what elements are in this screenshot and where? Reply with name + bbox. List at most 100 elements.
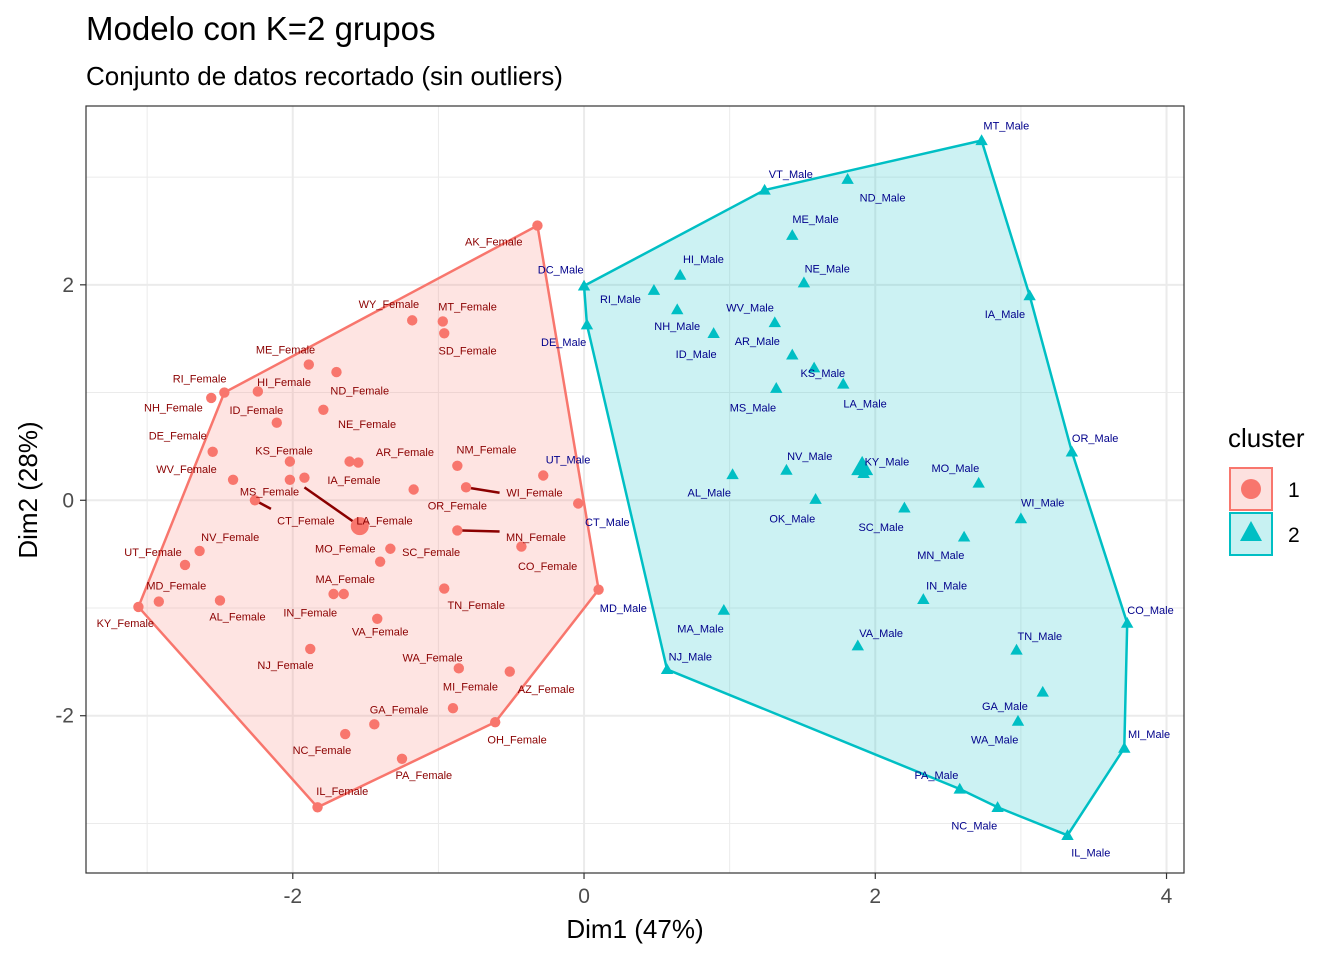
axis-ticks: -2 0 2 4 -2 0 2	[55, 274, 1172, 908]
point-label: VT_Male	[769, 169, 813, 181]
point-label: IN_Male	[926, 580, 967, 592]
data-point	[328, 588, 339, 600]
data-point	[408, 484, 419, 495]
point-label: CT_Male	[585, 517, 630, 529]
x-tick-label: 2	[869, 885, 881, 908]
point-label: CO_Male	[1127, 605, 1173, 617]
point-label: NC_Female	[293, 745, 352, 757]
point-label: WA_Male	[971, 734, 1018, 746]
data-point	[975, 134, 988, 146]
point-label: RI_Female	[173, 374, 227, 386]
data-point	[1011, 714, 1025, 726]
point-label: DC_Male	[538, 265, 584, 277]
point-label: AL_Female	[209, 612, 265, 624]
legend-triangle-icon	[1240, 521, 1262, 541]
data-point	[452, 525, 463, 536]
data-point	[453, 663, 464, 674]
point-label: NV_Female	[201, 532, 259, 544]
point-label: LA_Male	[843, 398, 886, 410]
data-point	[312, 802, 323, 813]
point-label: WV_Male	[726, 302, 774, 314]
point-label: VA_Male	[859, 628, 903, 640]
point-label: NV_Male	[787, 451, 832, 463]
data-point	[671, 303, 684, 315]
point-label: TN_Male	[1018, 631, 1063, 643]
legend: cluster 1 2	[1228, 423, 1305, 556]
data-point	[707, 327, 720, 338]
data-point	[439, 583, 450, 594]
data-point	[153, 596, 165, 607]
data-point	[647, 284, 661, 295]
y-tick-label: -2	[55, 705, 74, 728]
data-point	[717, 603, 731, 615]
legend-label-2: 2	[1288, 524, 1300, 547]
data-point	[318, 404, 329, 415]
point-label: NE_Female	[338, 419, 396, 431]
data-point	[447, 702, 459, 714]
point-label: AR_Female	[376, 447, 434, 459]
data-point	[809, 492, 822, 504]
data-point	[593, 584, 604, 595]
data-point	[353, 457, 364, 468]
point-label: CT_Female	[277, 516, 334, 528]
data-point	[532, 220, 543, 231]
data-point	[898, 501, 911, 513]
data-point	[133, 601, 144, 613]
x-tick-label: 0	[578, 885, 590, 908]
data-point	[452, 460, 463, 472]
point-label: AL_Male	[688, 488, 731, 500]
point-label: OR_Female	[428, 501, 487, 513]
data-point	[516, 541, 527, 552]
data-point	[194, 545, 205, 557]
point-label: WV_Female	[156, 464, 217, 476]
point-label: IA_Female	[327, 475, 380, 487]
point-label: MT_Male	[983, 120, 1029, 132]
point-label: PA_Female	[396, 770, 453, 782]
data-point	[179, 559, 191, 571]
data-point	[299, 472, 310, 483]
data-point	[214, 595, 226, 606]
point-labels: AK_Female WY_Female MT_Female SD_Female ME_F…	[97, 120, 1174, 859]
data-point	[953, 782, 966, 794]
y-tick-label: 0	[62, 489, 74, 512]
label-connector	[303, 486, 361, 528]
point-label: WI_Male	[1021, 497, 1064, 509]
data-point	[1014, 512, 1028, 524]
y-axis-title: Dim2 (28%)	[13, 421, 43, 558]
point-label: KY_Male	[865, 456, 910, 468]
point-label: KS_Female	[255, 446, 312, 458]
point-label: AR_Male	[735, 336, 780, 348]
point-label: NH_Female	[144, 403, 203, 415]
data-point	[219, 387, 230, 398]
point-label: LA_Female	[356, 516, 412, 528]
data-point	[770, 382, 783, 393]
point-label: MN_Female	[506, 532, 566, 544]
data-point	[797, 276, 811, 288]
point-label: NM_Female	[457, 445, 517, 457]
data-point	[303, 359, 315, 370]
data-point	[851, 639, 865, 651]
point-label: PA_Male	[915, 770, 959, 782]
data-point	[758, 183, 771, 195]
y-tick-label: 2	[62, 274, 74, 297]
data-point	[991, 801, 1004, 812]
point-label: MO_Male	[932, 463, 980, 475]
data-point	[573, 498, 584, 509]
point-label: MS_Male	[730, 403, 776, 415]
point-label: MT_Female	[438, 301, 497, 313]
data-point	[344, 456, 355, 467]
data-point	[504, 666, 515, 677]
point-label: ME_Female	[256, 344, 315, 356]
legend-label-1: 1	[1288, 479, 1300, 502]
data-point	[385, 543, 396, 554]
point-label: OH_Female	[487, 734, 546, 746]
point-label: AK_Female	[465, 237, 522, 249]
data-point	[406, 315, 418, 326]
point-label: NH_Male	[654, 321, 700, 333]
point-label: MA_Female	[316, 574, 375, 586]
data-point	[1118, 741, 1131, 753]
legend-circle-icon	[1241, 479, 1261, 499]
data-point	[460, 482, 472, 493]
point-label: IA_Male	[985, 309, 1025, 321]
